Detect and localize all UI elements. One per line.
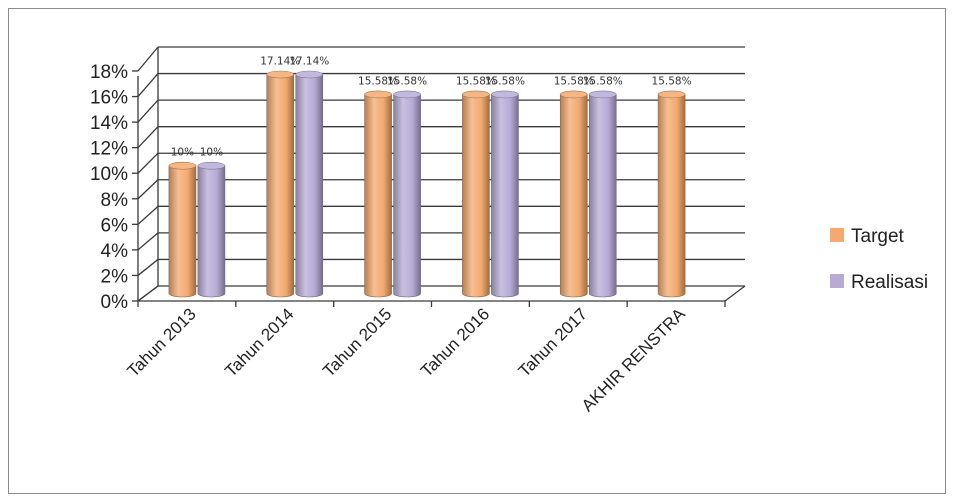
gridline-depth <box>137 99 159 123</box>
gridline-depth <box>137 258 159 276</box>
bar-target-5 <box>657 90 686 298</box>
gridline-depth <box>137 152 159 174</box>
legend-label: Target <box>851 226 905 247</box>
y-tick-label: 6% <box>101 215 129 236</box>
gridlines <box>137 46 746 302</box>
data-label: 10% <box>171 147 194 159</box>
gridline-depth <box>137 205 159 225</box>
y-tick-label: 8% <box>101 190 129 211</box>
bar-realisasi-0 <box>197 161 226 298</box>
bar-target-0 <box>168 161 197 298</box>
data-label: 15.58% <box>652 75 692 87</box>
data-label: 15.58% <box>583 75 623 87</box>
bar-target-1 <box>266 70 295 298</box>
bar-realisasi-3 <box>491 90 519 298</box>
gridline-depth <box>137 232 159 251</box>
data-label: 15.58% <box>485 75 525 87</box>
bar-target-2 <box>364 90 392 298</box>
bar-realisasi-2 <box>393 90 421 298</box>
y-tick-label: 10% <box>90 164 128 185</box>
data-label: 15.58% <box>554 75 594 87</box>
gridline-depth <box>137 126 159 149</box>
data-label: 17.14% <box>289 55 329 67</box>
data-labels: 10% 10%17.14%17.14%15.58%15.58% 15.58%15.5… <box>171 55 692 158</box>
gridline-depth <box>137 179 159 200</box>
gridline-depth <box>137 285 159 302</box>
gridline-depth <box>137 46 159 72</box>
legend-swatch <box>830 274 844 288</box>
y-tick-label: 0% <box>101 292 129 313</box>
y-tick-label: 4% <box>101 241 129 262</box>
x-category-label: Tahun 2014 <box>221 304 297 380</box>
data-label: 17.14% <box>260 55 300 67</box>
data-label: 15.58% <box>456 75 496 87</box>
x-axis-categories: Tahun 2013 Tahun 2014 Tahun 2015 Tahun 2016… <box>123 304 689 415</box>
data-label: 15.58% <box>387 75 427 87</box>
x-category-label: Tahun 2015 <box>319 304 395 380</box>
y-tick-label: 2% <box>101 266 129 287</box>
y-tick-label: 18% <box>90 62 128 83</box>
bar-target-4 <box>559 90 588 298</box>
gridline-depth <box>137 73 159 97</box>
bar-realisasi-4 <box>588 90 617 298</box>
data-label: 15.58% <box>358 75 398 87</box>
legend-swatch <box>830 228 844 242</box>
y-tick-label: 14% <box>90 113 128 134</box>
y-axis: 0% 2% 4% 6% 8% 10% 12% 14% 16% 18% <box>90 62 726 313</box>
floor-right-edge <box>724 285 746 302</box>
x-category-label: AKHIR RENSTRA <box>578 304 689 415</box>
data-label: 10% <box>200 147 223 159</box>
bar-realisasi-1 <box>295 70 324 298</box>
bar-target-3 <box>462 90 490 298</box>
x-category-label: Tahun 2016 <box>417 304 493 380</box>
x-category-label: Tahun 2013 <box>123 304 199 380</box>
legend: Target Realisasi <box>830 226 928 293</box>
bars <box>168 70 686 298</box>
y-tick-label: 12% <box>90 139 128 160</box>
legend-label: Realisasi <box>851 272 928 293</box>
x-category-label: Tahun 2017 <box>515 304 591 380</box>
y-tick-label: 16% <box>90 88 128 109</box>
